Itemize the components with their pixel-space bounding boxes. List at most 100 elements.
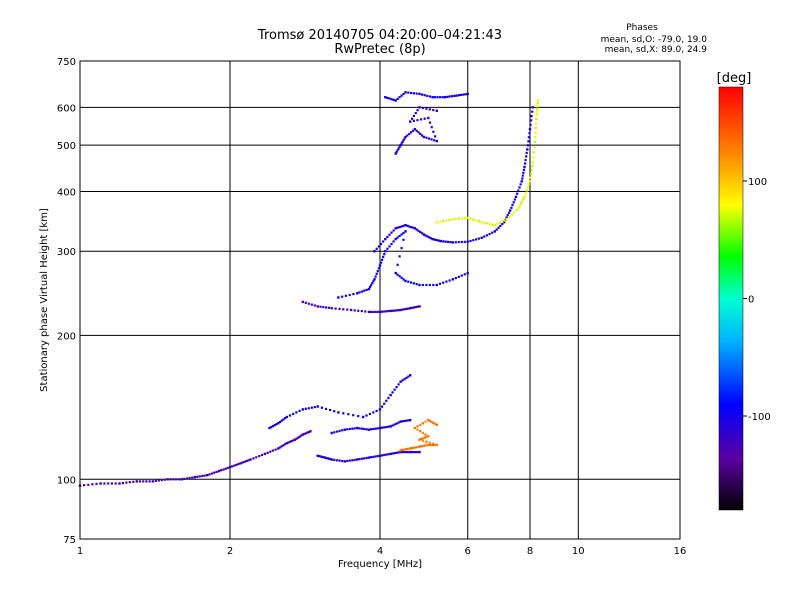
data-point: [399, 450, 402, 454]
data-point: [352, 293, 355, 296]
data-point: [528, 180, 532, 183]
data-point: [414, 451, 417, 454]
data-point: [396, 273, 399, 276]
data-point: [381, 426, 384, 429]
data-point: [426, 94, 429, 97]
data-point: [463, 217, 466, 220]
data-point: [505, 216, 508, 219]
data-point: [453, 94, 456, 97]
data-point: [358, 458, 361, 461]
data-point: [407, 419, 410, 422]
data-point: [307, 407, 310, 410]
data-point: [383, 310, 386, 313]
data-point: [274, 448, 277, 451]
data-point: [433, 96, 437, 99]
data-point: [271, 449, 274, 452]
data-point: [398, 275, 401, 278]
data-point: [356, 458, 359, 461]
data-point: [428, 137, 431, 140]
data-point: [228, 466, 232, 469]
data-point: [466, 92, 469, 96]
data-point: [442, 240, 445, 243]
data-point: [368, 286, 372, 289]
data-point: [342, 308, 345, 311]
data-point: [404, 91, 407, 94]
data-point: [518, 204, 522, 207]
data-point: [403, 378, 406, 381]
data-point: [319, 455, 322, 458]
y-tick-label: 75: [63, 535, 76, 546]
data-point: [385, 310, 388, 313]
data-point: [422, 135, 426, 139]
data-point: [454, 241, 457, 244]
data-point: [358, 427, 361, 430]
data-point: [536, 99, 540, 102]
data-point: [255, 456, 258, 459]
data-point: [460, 217, 463, 220]
data-point: [403, 451, 406, 454]
data-point: [353, 458, 356, 461]
data-point: [519, 183, 522, 186]
data-point: [370, 428, 373, 431]
data-point: [408, 132, 411, 135]
data-point: [367, 310, 371, 314]
data-point: [91, 483, 94, 486]
data-point: [351, 459, 354, 462]
y-tick-label: 100: [57, 475, 76, 486]
data-point: [373, 278, 376, 281]
data-point: [196, 475, 199, 478]
data-point: [245, 459, 248, 463]
data-point: [370, 310, 373, 313]
data-point: [384, 250, 387, 253]
data-point: [375, 247, 378, 250]
data-point: [531, 110, 534, 113]
x-tick-label: 16: [674, 546, 687, 557]
data-point: [407, 447, 410, 450]
data-point: [416, 109, 419, 112]
data-point: [421, 444, 425, 448]
data-point: [396, 97, 399, 100]
data-point: [416, 451, 419, 454]
data-point: [428, 95, 432, 98]
data-point: [395, 150, 398, 154]
data-point: [436, 96, 439, 99]
data-point: [412, 451, 415, 454]
data-point: [410, 131, 413, 134]
data-point: [388, 97, 391, 100]
data-point: [410, 281, 413, 284]
data-point: [402, 231, 405, 235]
data-point: [220, 469, 223, 472]
data-point: [475, 238, 478, 241]
data-point: [483, 235, 486, 238]
data-point: [533, 141, 536, 144]
data-point: [416, 445, 419, 449]
data-point: [405, 419, 408, 422]
data-point: [460, 93, 463, 96]
data-point: [95, 482, 98, 485]
data-point: [365, 456, 368, 460]
data-point: [378, 454, 382, 457]
data-point: [344, 294, 347, 297]
data-point: [406, 224, 409, 227]
data-point: [413, 426, 417, 430]
data-point: [413, 227, 417, 230]
data-point: [496, 222, 499, 226]
data-point: [325, 456, 328, 460]
data-point: [425, 435, 428, 439]
x-axis-ticks: 1 2 4 6 8 10 16: [77, 546, 687, 557]
data-point: [275, 423, 278, 426]
data-point: [132, 480, 135, 483]
data-point: [411, 117, 414, 120]
data-point: [460, 240, 463, 244]
data-point: [400, 233, 403, 236]
data-point: [435, 283, 438, 287]
data-point: [335, 459, 339, 462]
data-point: [438, 96, 442, 99]
data-point: [338, 429, 341, 433]
data-point: [405, 376, 408, 379]
data-point: [99, 482, 102, 485]
data-point: [425, 136, 428, 139]
data-point: [342, 412, 345, 415]
data-point: [288, 414, 292, 417]
data-point: [346, 459, 349, 463]
